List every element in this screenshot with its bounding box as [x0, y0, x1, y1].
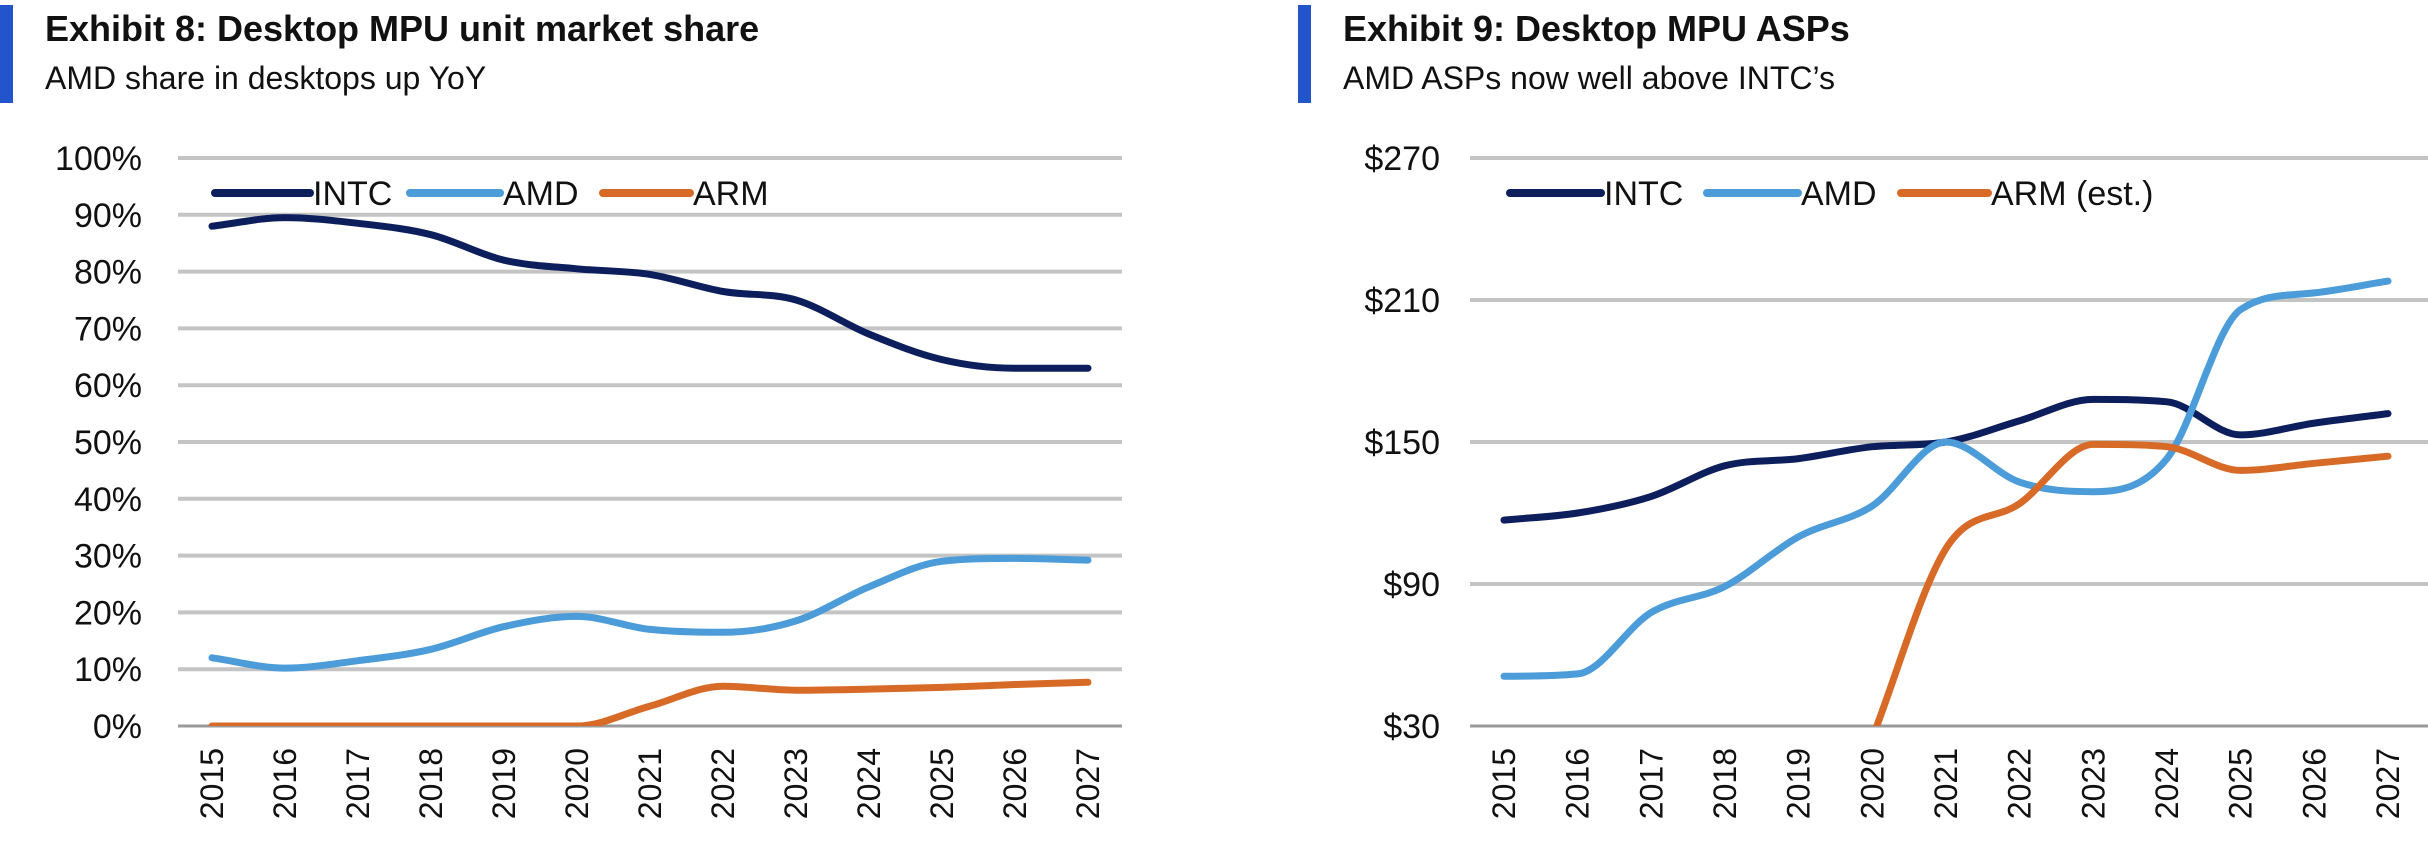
legend-label: AMD	[1801, 175, 1877, 213]
x-tick-label: 2024	[851, 748, 887, 819]
x-tick-label: 2018	[1707, 748, 1743, 819]
x-tick-label: 2015	[1486, 748, 1522, 819]
series-line-intc	[208, 214, 1092, 372]
chart-subtitle: AMD ASPs now well above INTC’s	[1343, 60, 1836, 96]
x-tick-label: 2019	[486, 748, 522, 819]
x-tick-label: 2026	[997, 748, 1033, 819]
x-tick-label: 2027	[2370, 748, 2406, 819]
y-tick-label: 30%	[74, 538, 142, 576]
exhibit-accent-bar	[0, 5, 13, 103]
x-tick-label: 2023	[778, 748, 814, 819]
x-tick-label: 2023	[2075, 748, 2111, 819]
x-tick-label: 2026	[2296, 748, 2332, 819]
y-tick-label: 10%	[74, 651, 142, 689]
exhibit-8-panel: Exhibit 8: Desktop MPU unit market share…	[0, 0, 1160, 842]
legend-label: INTC	[1604, 175, 1683, 213]
x-tick-label: 2021	[632, 748, 668, 819]
exhibit-accent-bar	[1298, 5, 1311, 103]
chart-title: Exhibit 9: Desktop MPU ASPs	[1343, 8, 1850, 49]
x-tick-label: 2022	[2002, 748, 2038, 819]
y-tick-label: $270	[1364, 140, 1440, 178]
x-tick-label: 2016	[1560, 748, 1596, 819]
series-line-amd	[1500, 277, 2392, 680]
y-tick-label: $150	[1364, 424, 1440, 462]
chart-title: Exhibit 8: Desktop MPU unit market share	[45, 8, 760, 49]
x-tick-label: 2015	[194, 748, 230, 819]
legend-label: AMD	[503, 175, 579, 213]
legend-label: INTC	[313, 175, 392, 213]
legend-label: ARM	[693, 175, 769, 213]
x-tick-label: 2018	[413, 748, 449, 819]
x-tick-label: 2024	[2149, 748, 2185, 819]
series-line-intc	[1500, 395, 2392, 524]
legend-label: ARM (est.)	[1991, 175, 2153, 213]
x-tick-label: 2021	[1928, 748, 1964, 819]
y-tick-label: $90	[1383, 566, 1440, 604]
x-tick-label: 2017	[1633, 748, 1669, 819]
y-tick-label: 40%	[74, 481, 142, 519]
chart-subtitle: AMD share in desktops up YoY	[45, 60, 487, 96]
market-share-chart: 0% 10% 20% 30% 40% 50% 60% 70% 80% 90% 100% 2015 201…	[55, 140, 1122, 819]
y-tick-label: $210	[1364, 282, 1440, 320]
x-tick-label: 2025	[924, 748, 960, 819]
x-tick-label: 2027	[1070, 748, 1106, 819]
series-line-arm	[208, 678, 1092, 726]
y-tick-label: 80%	[74, 254, 142, 292]
x-tick-label: 2020	[559, 748, 595, 819]
exhibit-9-panel: Exhibit 9: Desktop MPU ASPs AMD ASPs now…	[1298, 0, 2428, 842]
x-tick-label: 2020	[1854, 748, 1890, 819]
y-tick-label: 70%	[74, 310, 142, 348]
y-tick-label: 0%	[93, 708, 142, 746]
y-tick-label: 20%	[74, 594, 142, 632]
x-tick-label: 2019	[1781, 748, 1817, 819]
x-tick-label: 2025	[2223, 748, 2259, 819]
y-tick-label: $30	[1383, 708, 1440, 746]
y-tick-label: 60%	[74, 367, 142, 405]
y-tick-label: 50%	[74, 424, 142, 462]
y-tick-label: 100%	[55, 140, 142, 178]
x-tick-label: 2022	[705, 748, 741, 819]
asp-chart: $30 $90 $150 $210 $270 2015 2016 2017 2018 2019 20…	[1364, 140, 2428, 819]
y-tick-label: 90%	[74, 197, 142, 235]
series-line-amd	[208, 554, 1092, 672]
x-tick-label: 2016	[267, 748, 303, 819]
x-tick-label: 2017	[340, 748, 376, 819]
series-line-arm-est	[1873, 440, 2392, 726]
